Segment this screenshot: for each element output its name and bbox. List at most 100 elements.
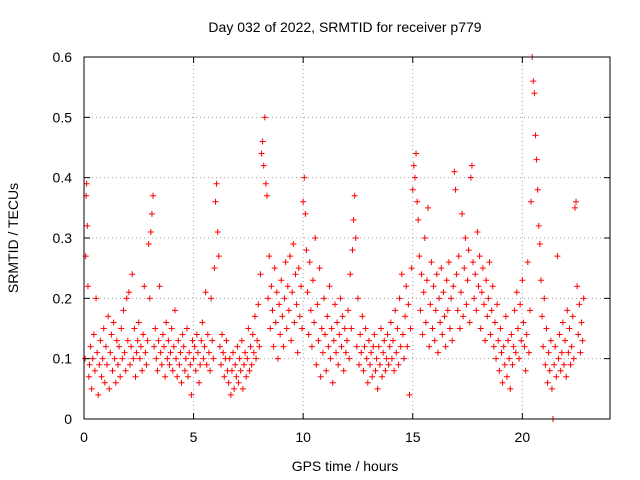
data-point [226, 355, 233, 362]
data-point [495, 337, 502, 344]
data-point [381, 337, 388, 344]
data-point [348, 325, 355, 332]
data-point [486, 259, 493, 266]
data-point [265, 295, 272, 302]
data-point [488, 307, 495, 314]
data-point [228, 367, 235, 374]
data-point [240, 361, 247, 368]
data-point [121, 349, 128, 356]
data-point [415, 216, 422, 223]
data-point [508, 331, 515, 338]
data-point [237, 367, 244, 374]
data-point [317, 373, 324, 380]
data-point [203, 361, 210, 368]
data-point [93, 295, 100, 302]
data-point [191, 343, 198, 350]
data-point [413, 150, 420, 157]
data-point [444, 307, 451, 314]
data-point [287, 253, 294, 260]
data-point [373, 355, 380, 362]
data-point [289, 289, 296, 296]
data-point [301, 174, 308, 181]
data-point [489, 283, 496, 290]
data-point [477, 325, 484, 332]
y-tick-label: 0.2 [53, 290, 73, 306]
data-point [527, 307, 534, 314]
data-point [262, 180, 269, 187]
y-tick-label: 0.4 [53, 170, 73, 186]
data-point [247, 343, 254, 350]
data-point [258, 150, 265, 157]
data-point [555, 355, 562, 362]
data-point [514, 325, 521, 332]
data-point [571, 204, 578, 211]
data-point [496, 367, 503, 374]
data-point [567, 361, 574, 368]
data-point [554, 253, 561, 260]
data-point [313, 361, 320, 368]
data-point [148, 210, 155, 217]
data-point [434, 349, 441, 356]
data-point [201, 343, 208, 350]
data-point [334, 319, 341, 326]
data-point [407, 325, 414, 332]
data-point [357, 331, 364, 338]
data-point [344, 337, 350, 344]
data-point [516, 355, 523, 362]
data-point [483, 277, 490, 284]
data-point [91, 367, 98, 374]
data-point [472, 271, 479, 278]
data-point [404, 343, 411, 350]
data-point [338, 343, 345, 350]
data-point [405, 301, 412, 308]
data-point [557, 367, 564, 374]
data-point [119, 355, 126, 362]
data-point [326, 283, 333, 290]
data-point [528, 198, 535, 205]
data-point [478, 289, 485, 296]
data-point [402, 313, 409, 320]
data-point [575, 331, 582, 338]
data-point [503, 373, 510, 380]
data-point [141, 283, 148, 290]
data-point [113, 337, 120, 344]
data-point [556, 331, 563, 338]
data-point [566, 325, 573, 332]
data-point [453, 271, 460, 278]
data-point [363, 355, 370, 362]
data-point [416, 253, 423, 260]
data-point [500, 343, 507, 350]
data-point [140, 331, 147, 338]
data-point [349, 247, 356, 254]
data-point [86, 361, 93, 368]
data-point [205, 349, 212, 356]
data-point [102, 343, 109, 350]
data-point [100, 325, 107, 332]
data-point [448, 295, 455, 302]
data-point [166, 361, 173, 368]
data-point [501, 361, 508, 368]
data-point [471, 295, 478, 302]
data-point [279, 313, 286, 320]
data-point [284, 283, 291, 290]
data-point [390, 337, 397, 344]
data-point [464, 277, 471, 284]
data-point [189, 337, 196, 344]
data-point [242, 349, 249, 356]
data-point [204, 331, 211, 338]
data-point [351, 192, 358, 199]
data-point [580, 295, 587, 302]
data-point [350, 216, 357, 223]
data-point [168, 325, 175, 332]
data-point [266, 253, 273, 260]
data-point [376, 361, 383, 368]
x-tick-label: 0 [80, 429, 88, 445]
data-point [260, 162, 267, 169]
data-point [255, 301, 262, 308]
data-point [154, 367, 161, 374]
data-point [109, 367, 116, 374]
data-point [482, 337, 489, 344]
data-point [456, 325, 463, 332]
data-point [335, 361, 342, 368]
data-point [385, 361, 392, 368]
